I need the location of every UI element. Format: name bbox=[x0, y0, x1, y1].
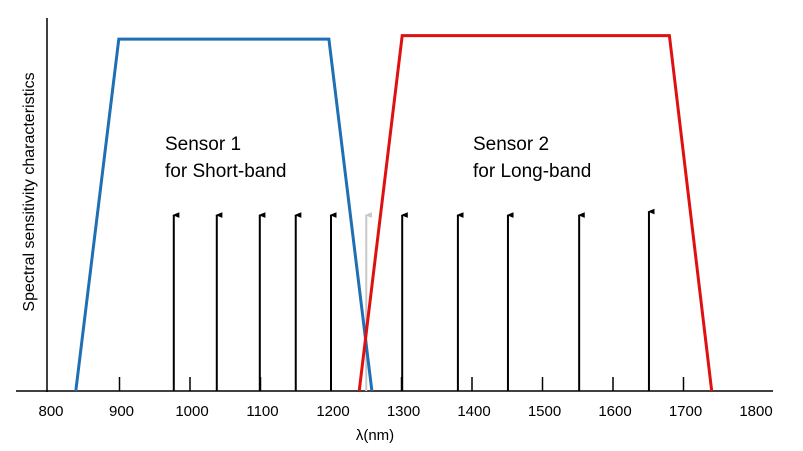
annotation: for Long-band bbox=[473, 161, 591, 182]
x-tick-label: 1000 bbox=[175, 403, 208, 420]
x-tick-label: 1500 bbox=[528, 403, 561, 420]
x-tick-label: 1400 bbox=[457, 403, 490, 420]
x-tick-label: 1300 bbox=[387, 403, 420, 420]
x-tick-label: 1600 bbox=[598, 403, 631, 420]
x-tick-label: 900 bbox=[109, 403, 134, 420]
line-series bbox=[357, 34, 714, 392]
x-tick-label: 1200 bbox=[316, 403, 349, 420]
y-axis-label: Spectral sensitivity characteristics bbox=[21, 72, 38, 311]
annotation: Sensor 1 bbox=[165, 134, 241, 155]
annotation: Sensor 2 bbox=[473, 134, 549, 155]
line-series bbox=[74, 37, 374, 392]
x-axis-label: λ(nm) bbox=[356, 427, 394, 444]
x-tick-label: 1800 bbox=[739, 403, 772, 420]
x-tick-label: 1700 bbox=[669, 403, 702, 420]
x-tick-label: 800 bbox=[38, 403, 63, 420]
annotation: for Short-band bbox=[165, 161, 286, 182]
x-tick-label: 1100 bbox=[246, 403, 278, 420]
